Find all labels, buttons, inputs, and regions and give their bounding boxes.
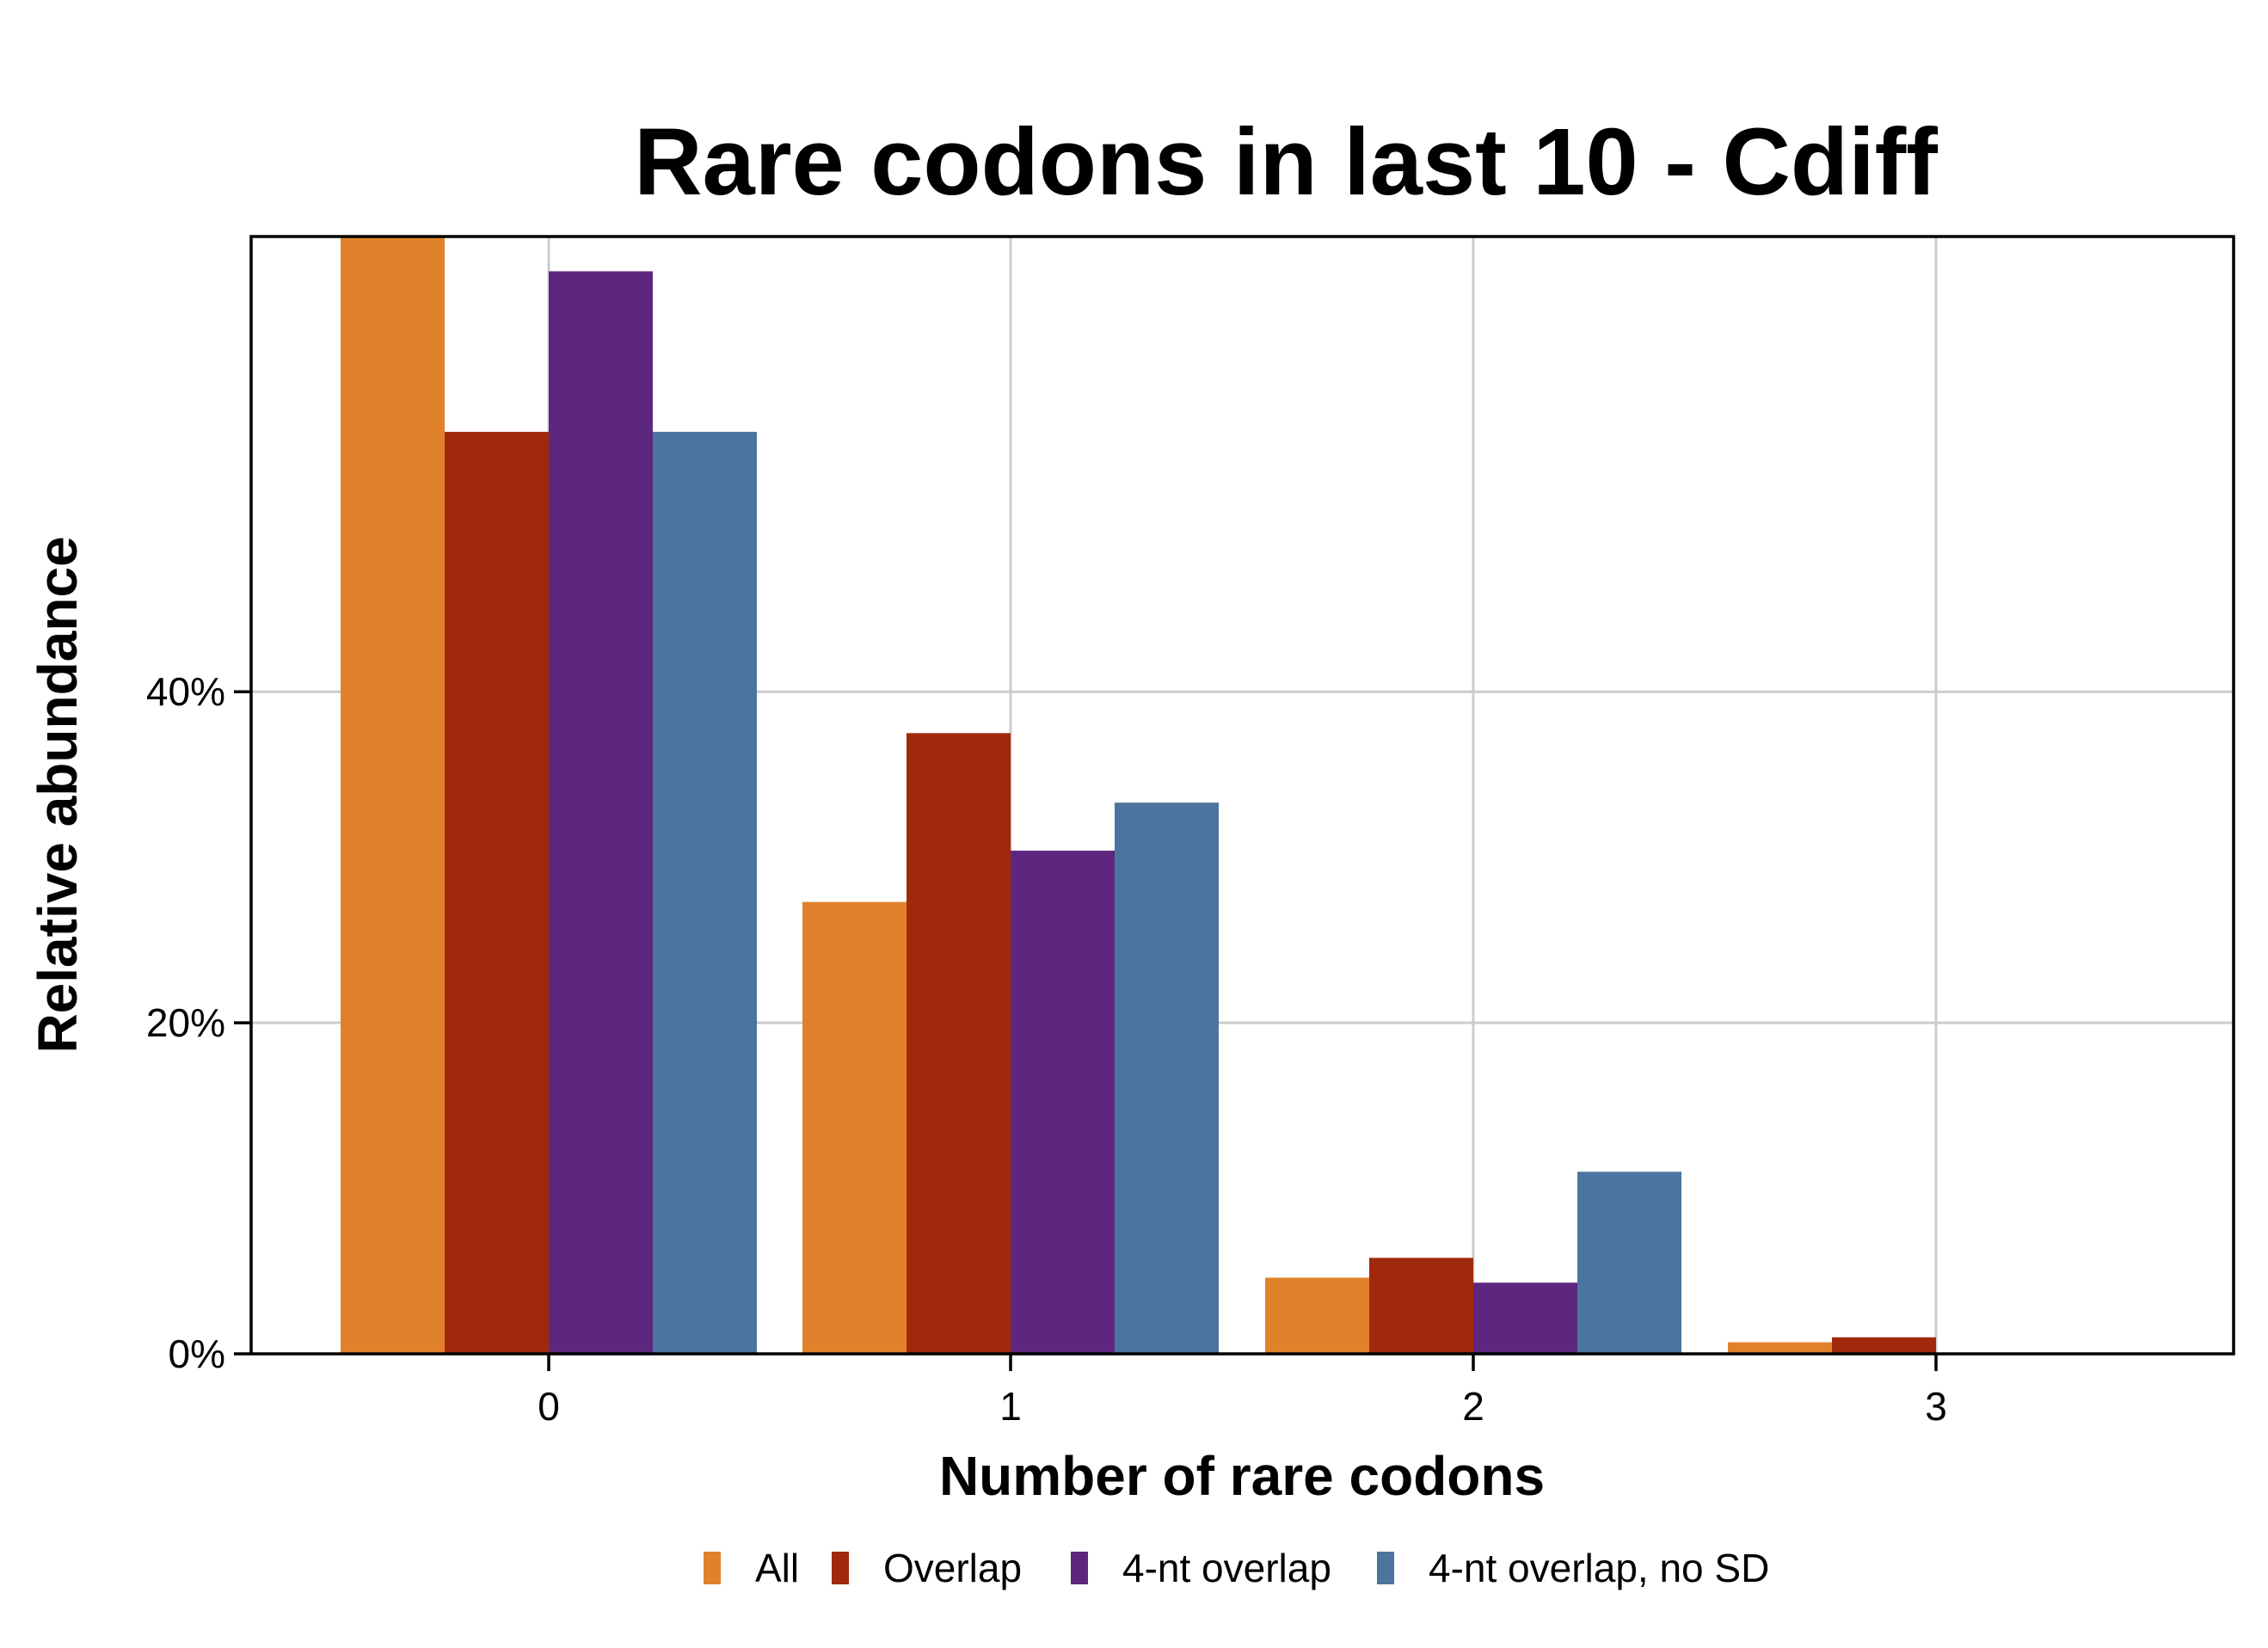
bar-4-nt-overlap-no-sd-1 <box>1115 802 1219 1354</box>
plot-frame <box>249 235 2235 1356</box>
x-tick-label: 1 <box>999 1384 1022 1429</box>
x-tick-label: 2 <box>1462 1384 1484 1429</box>
legend-label-4-nt-overlap: 4-nt overlap <box>1122 1546 1331 1590</box>
axes: 0% 20% 40% 0 1 2 3 <box>146 669 1947 1429</box>
bar-4-nt-overlap-no-sd-2 <box>1577 1171 1681 1354</box>
y-tick-label: 40% <box>146 669 225 714</box>
legend: All Overlap 4-nt overlap 4-nt overlap, no S… <box>704 1546 1769 1590</box>
legend-swatch-4-nt-overlap <box>1071 1552 1088 1584</box>
legend-swatch-all <box>704 1552 721 1584</box>
bar-overlap-2 <box>1369 1258 1473 1354</box>
legend-swatch-overlap <box>832 1552 849 1584</box>
x-axis-title: Number of rare codons <box>939 1445 1545 1507</box>
bar-4-nt-overlap-no-sd-0 <box>653 432 757 1354</box>
bars <box>341 237 1936 1354</box>
bar-4-nt-overlap-1 <box>1011 850 1115 1354</box>
legend-swatch-4-nt-overlap-no-sd <box>1377 1552 1394 1584</box>
x-tick-label: 3 <box>1925 1384 1947 1429</box>
bar-overlap-3 <box>1832 1337 1936 1354</box>
bar-4-nt-overlap-2 <box>1473 1282 1577 1354</box>
bar-overlap-0 <box>445 432 549 1354</box>
y-tick-label: 0% <box>169 1331 225 1376</box>
bar-all-0 <box>341 237 445 1354</box>
legend-label-4-nt-overlap-no-sd: 4-nt overlap, no SD <box>1429 1546 1769 1590</box>
bar-all-3 <box>1728 1342 1832 1354</box>
legend-label-overlap: Overlap <box>883 1546 1022 1590</box>
bar-all-1 <box>802 901 907 1354</box>
x-tick-label: 0 <box>538 1384 560 1429</box>
y-tick-label: 20% <box>146 1000 225 1045</box>
bar-overlap-1 <box>907 733 1011 1354</box>
legend-label-all: All <box>755 1546 799 1590</box>
bar-4-nt-overlap-0 <box>549 271 653 1354</box>
chart-title: Rare codons in last 10 - Cdiff <box>634 109 1938 215</box>
y-axis-title: Relative abundance <box>27 536 89 1053</box>
bar-all-2 <box>1265 1277 1369 1354</box>
